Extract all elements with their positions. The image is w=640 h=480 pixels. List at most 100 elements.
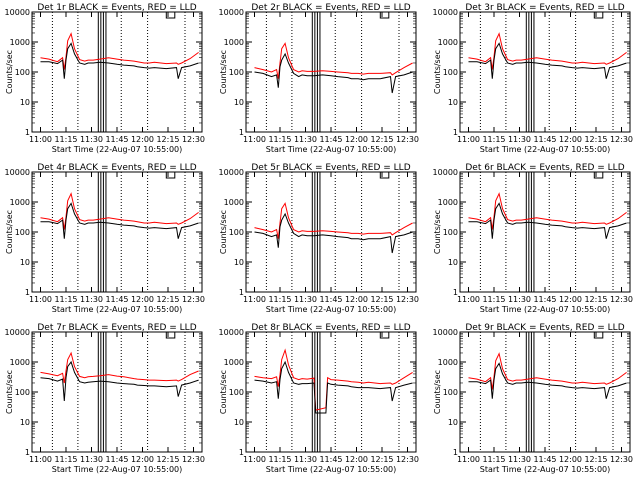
y-tick-label: 100 — [15, 388, 30, 397]
x-tick-label: 12:15 — [156, 295, 179, 304]
y-tick-label: 10 — [20, 98, 30, 107]
x-tick-label: 11:15 — [482, 135, 505, 144]
y-tick-label: 10 — [448, 98, 458, 107]
x-tick-label: 12:00 — [345, 135, 368, 144]
x-tick-label: 11:00 — [243, 135, 266, 144]
y-tick-label: 1000 — [10, 38, 30, 47]
y-tick-label: 1000 — [438, 38, 458, 47]
y-axis-label: Counts/sec — [5, 210, 14, 254]
x-axis-label: Start Time (22-Aug-07 10:55:00) — [480, 305, 611, 314]
y-tick-label: 10000 — [219, 168, 244, 177]
series-events-line — [468, 362, 627, 399]
x-tick-label: 11:45 — [319, 295, 342, 304]
plot-frame — [31, 11, 203, 133]
y-axis-label: Counts/sec — [433, 210, 442, 254]
panel-3: Det 3r BLACK = Events, RED = LLD 1 10 100 10… — [433, 3, 633, 154]
y-axis-label: Counts/sec — [433, 370, 442, 414]
y-tick-label: 10000 — [5, 8, 30, 17]
y-tick-label: 100 — [443, 388, 458, 397]
y-tick-label: 10000 — [5, 328, 30, 337]
x-tick-label: 11:00 — [29, 455, 52, 464]
x-tick-label: 11:00 — [243, 295, 266, 304]
status-box-marker — [593, 331, 604, 339]
x-tick-label: 12:30 — [182, 295, 205, 304]
status-box-marker — [165, 11, 176, 19]
x-tick-label: 11:15 — [268, 295, 291, 304]
y-tick-label: 1 — [453, 288, 458, 297]
panel-5: Det 5r BLACK = Events, RED = LLD 1 10 100 10… — [219, 163, 419, 314]
x-tick-label: 12:00 — [559, 455, 582, 464]
x-tick-label: 11:30 — [294, 135, 317, 144]
y-tick-label: 1 — [25, 128, 30, 137]
y-tick-label: 10 — [234, 258, 244, 267]
x-tick-label: 12:15 — [370, 455, 393, 464]
y-axis-label: Counts/sec — [5, 50, 14, 94]
plot-frame — [459, 331, 631, 453]
y-tick-label: 1 — [453, 128, 458, 137]
panel-title: Det 8r BLACK = Events, RED = LLD — [251, 323, 410, 333]
x-tick-label: 11:15 — [482, 295, 505, 304]
panel-2: Det 2r BLACK = Events, RED = LLD 1 10 100 10… — [219, 3, 419, 154]
y-tick-label: 1000 — [10, 358, 30, 367]
series-events-line — [254, 52, 413, 94]
x-axis-label: Start Time (22-Aug-07 10:55:00) — [52, 145, 183, 154]
x-tick-label: 12:00 — [345, 455, 368, 464]
x-tick-label: 12:15 — [370, 135, 393, 144]
status-box-marker — [379, 11, 390, 19]
x-axis-label: Start Time (22-Aug-07 10:55:00) — [52, 305, 183, 314]
series-lld-line — [254, 202, 413, 239]
panel-7: Det 7r BLACK = Events, RED = LLD 1 10 100 10… — [5, 323, 205, 474]
y-tick-label: 1 — [25, 288, 30, 297]
panel-title: Det 1r BLACK = Events, RED = LLD — [37, 3, 196, 13]
x-tick-label: 11:30 — [508, 455, 531, 464]
series-events-line — [468, 42, 627, 79]
x-tick-label: 11:30 — [80, 455, 103, 464]
x-tick-label: 11:15 — [54, 295, 77, 304]
y-axis-label: Counts/sec — [219, 50, 228, 94]
y-tick-label: 100 — [15, 228, 30, 237]
x-tick-label: 11:45 — [319, 455, 342, 464]
x-tick-label: 12:30 — [610, 455, 633, 464]
panel-title: Det 7r BLACK = Events, RED = LLD — [37, 323, 196, 333]
y-tick-label: 1 — [239, 448, 244, 457]
series-lld-line — [254, 42, 413, 79]
x-tick-label: 11:30 — [80, 295, 103, 304]
y-tick-label: 100 — [229, 388, 244, 397]
series-events-line — [40, 202, 199, 239]
x-tick-label: 12:00 — [559, 295, 582, 304]
x-tick-label: 12:30 — [182, 135, 205, 144]
y-tick-label: 10000 — [5, 168, 30, 177]
x-tick-label: 12:00 — [345, 295, 368, 304]
panel-title: Det 6r BLACK = Events, RED = LLD — [465, 163, 624, 173]
x-tick-label: 11:15 — [54, 455, 77, 464]
status-box-marker — [165, 171, 176, 179]
series-lld-line — [40, 192, 199, 230]
x-tick-label: 11:45 — [105, 135, 128, 144]
x-axis-label: Start Time (22-Aug-07 10:55:00) — [480, 465, 611, 474]
plot-frame — [31, 171, 203, 293]
x-tick-label: 11:30 — [294, 455, 317, 464]
x-tick-label: 12:00 — [131, 135, 154, 144]
panel-title: Det 3r BLACK = Events, RED = LLD — [465, 3, 624, 13]
y-tick-label: 10 — [448, 258, 458, 267]
x-tick-label: 11:30 — [508, 295, 531, 304]
x-tick-label: 11:00 — [457, 295, 480, 304]
y-tick-label: 10 — [234, 98, 244, 107]
x-tick-label: 12:30 — [396, 295, 419, 304]
x-tick-label: 11:00 — [243, 455, 266, 464]
y-tick-label: 1000 — [438, 358, 458, 367]
y-tick-label: 1 — [25, 448, 30, 457]
y-tick-label: 10 — [20, 258, 30, 267]
x-tick-label: 11:45 — [533, 295, 556, 304]
x-axis-label: Start Time (22-Aug-07 10:55:00) — [266, 305, 397, 314]
y-tick-label: 1000 — [10, 198, 30, 207]
x-tick-label: 12:30 — [396, 135, 419, 144]
series-lld-line — [468, 352, 627, 390]
status-box-marker — [379, 331, 390, 339]
x-tick-label: 11:30 — [508, 135, 531, 144]
x-axis-label: Start Time (22-Aug-07 10:55:00) — [266, 465, 397, 474]
panel-4: Det 4r BLACK = Events, RED = LLD 1 10 100 10… — [5, 163, 205, 314]
series-lld-line — [468, 32, 627, 70]
y-tick-label: 1000 — [224, 198, 244, 207]
x-axis-label: Start Time (22-Aug-07 10:55:00) — [52, 465, 183, 474]
